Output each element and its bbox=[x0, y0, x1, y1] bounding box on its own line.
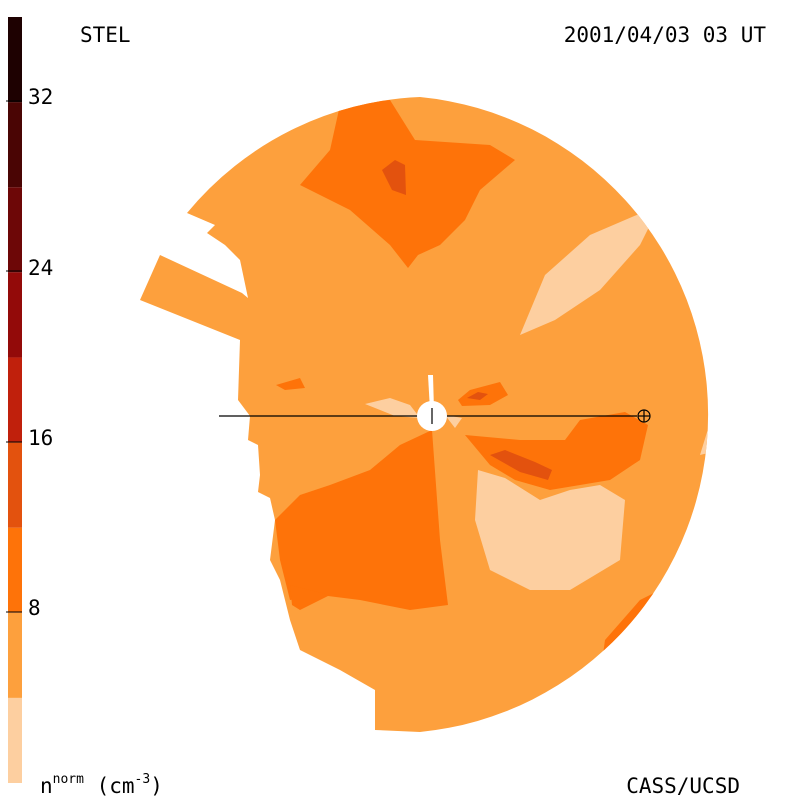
level-3-sun-ne-core bbox=[467, 392, 488, 400]
colorbar-axis-label: nnorm (cm-3) bbox=[40, 772, 163, 798]
colorbar-tick-label: 24 bbox=[28, 256, 53, 280]
colorbar-bin-6 bbox=[8, 187, 22, 273]
earth-icon bbox=[637, 409, 651, 423]
level-1-near-sun-e bbox=[445, 415, 462, 428]
level-1-south-east bbox=[475, 470, 625, 590]
colorbar-tick-label: 8 bbox=[28, 596, 41, 620]
level-1-streak-ne bbox=[520, 205, 660, 335]
colorbar-bin-2 bbox=[8, 527, 22, 613]
level-3-north-core bbox=[382, 160, 406, 195]
colorbar-bin-1 bbox=[8, 612, 22, 698]
level-2-west bbox=[276, 378, 305, 390]
label-unit-sup: -3 bbox=[135, 772, 151, 787]
timestamp-label: 2001/04/03 03 UT bbox=[564, 23, 767, 47]
level-1-east-limb bbox=[700, 355, 709, 455]
label-unit-close: ) bbox=[150, 774, 163, 798]
level-2-north bbox=[300, 100, 515, 268]
colorbar-bin-5 bbox=[8, 272, 22, 358]
colorbar-bin-3 bbox=[8, 442, 22, 528]
colorbar-tick-label: 32 bbox=[28, 85, 53, 109]
label-sup: norm bbox=[53, 772, 84, 787]
level-2-south bbox=[275, 430, 448, 610]
level-2-east bbox=[465, 412, 648, 490]
label-unit-open: (cm bbox=[84, 774, 135, 798]
colorbar-bin-8 bbox=[8, 17, 22, 103]
colorbar bbox=[8, 17, 22, 783]
colorbar-bin-0 bbox=[8, 697, 22, 783]
label-base: n bbox=[40, 774, 53, 798]
colorbar-tick-label: 16 bbox=[28, 426, 53, 450]
level-2-south-edge bbox=[290, 585, 330, 610]
colorbar-tick-marks bbox=[6, 100, 22, 613]
level-1-near-sun bbox=[365, 398, 420, 418]
colorbar-bin-7 bbox=[8, 102, 22, 188]
credit-label: CASS/UCSD bbox=[626, 774, 740, 798]
colorbar-bin-4 bbox=[8, 357, 22, 443]
instrument-title: STEL bbox=[80, 23, 131, 47]
level-3-east-core bbox=[490, 450, 552, 480]
